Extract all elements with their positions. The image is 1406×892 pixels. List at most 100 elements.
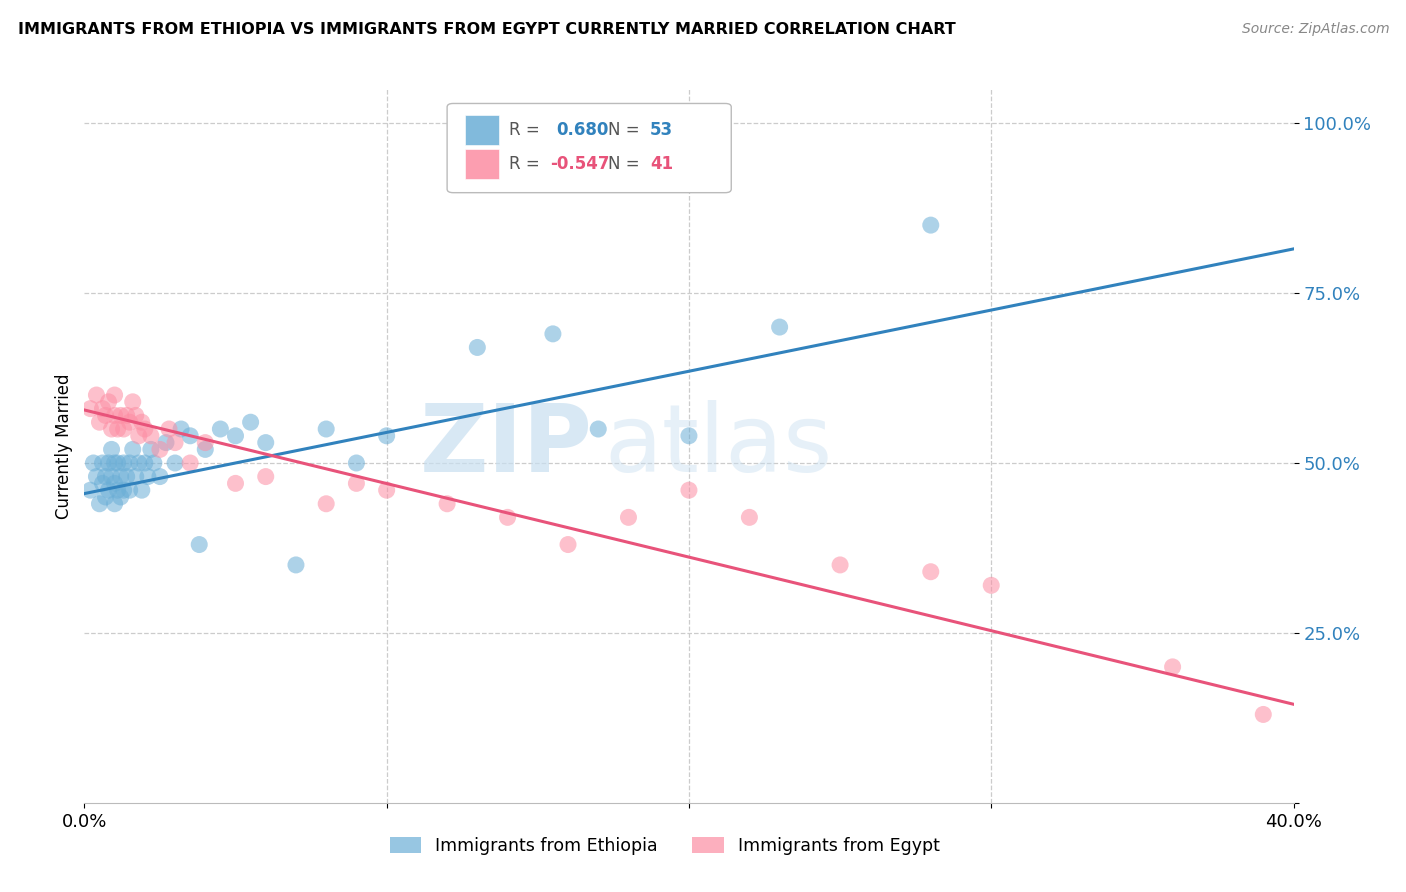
Point (128, 456, 150, 470)
Point (170, 422, 193, 436)
Point (118, 415, 141, 429)
Point (134, 456, 156, 470)
Point (79, 483, 101, 498)
Text: -0.547: -0.547 (550, 155, 609, 173)
Point (920, 218, 942, 232)
Point (1161, 660, 1184, 674)
Point (82, 456, 104, 470)
Point (254, 435, 277, 450)
Point (107, 422, 129, 436)
Point (209, 422, 232, 436)
Point (617, 510, 640, 524)
Point (769, 320, 792, 334)
Point (118, 483, 141, 498)
Text: 41: 41 (650, 155, 673, 173)
Point (157, 422, 180, 436)
Point (165, 456, 187, 470)
Point (112, 456, 135, 470)
Point (118, 456, 141, 470)
Point (121, 394, 143, 409)
Point (155, 435, 177, 450)
Point (165, 435, 187, 450)
Point (112, 483, 135, 498)
Text: Source: ZipAtlas.com: Source: ZipAtlas.com (1241, 22, 1389, 37)
Point (89, 497, 111, 511)
Point (86, 388, 108, 402)
Legend: Immigrants from Ethiopia, Immigrants from Egypt: Immigrants from Ethiopia, Immigrants fro… (382, 830, 946, 862)
Point (86, 469, 108, 483)
Point (100, 422, 122, 436)
Point (94, 490, 117, 504)
Point (254, 469, 277, 483)
Point (738, 510, 761, 524)
Point (94, 469, 117, 483)
FancyBboxPatch shape (465, 149, 499, 179)
Point (131, 415, 153, 429)
Point (139, 429, 162, 443)
Point (285, 558, 308, 572)
Point (104, 456, 127, 470)
Point (134, 422, 156, 436)
Point (121, 442, 143, 457)
Point (115, 469, 138, 483)
Point (107, 456, 129, 470)
Point (110, 409, 132, 423)
Point (97, 394, 120, 409)
Point (436, 497, 458, 511)
Point (131, 483, 153, 498)
Point (149, 442, 172, 457)
Point (91, 456, 114, 470)
Point (104, 409, 127, 423)
Point (100, 469, 122, 483)
Point (149, 469, 172, 483)
Point (225, 429, 247, 443)
Text: N =: N = (607, 155, 645, 173)
Point (136, 469, 159, 483)
Y-axis label: Currently Married: Currently Married (55, 373, 73, 519)
Point (375, 429, 398, 443)
Point (588, 422, 610, 436)
Point (104, 388, 127, 402)
Point (104, 497, 127, 511)
Point (346, 456, 368, 470)
Point (346, 476, 368, 491)
Point (89, 415, 111, 429)
Point (125, 409, 148, 423)
Text: 0.680: 0.680 (555, 121, 609, 139)
Point (115, 409, 138, 423)
Point (110, 469, 132, 483)
Text: N =: N = (607, 121, 645, 139)
Point (97, 483, 120, 498)
Point (112, 422, 135, 436)
Point (104, 476, 127, 491)
Point (107, 483, 129, 498)
Point (139, 442, 162, 457)
Point (541, 326, 564, 341)
Text: 53: 53 (650, 121, 673, 139)
Point (467, 341, 489, 355)
Point (179, 456, 201, 470)
Point (128, 429, 150, 443)
Text: R =: R = (509, 121, 544, 139)
Point (678, 483, 700, 498)
Point (91, 401, 114, 416)
FancyBboxPatch shape (465, 115, 499, 145)
Point (194, 442, 217, 457)
Point (920, 565, 942, 579)
Point (980, 578, 1002, 592)
Point (142, 456, 165, 470)
Point (100, 442, 122, 457)
Point (496, 510, 519, 524)
Point (194, 435, 217, 450)
Point (188, 537, 211, 551)
Point (225, 476, 247, 491)
Point (239, 415, 262, 429)
Point (110, 490, 132, 504)
Text: atlas: atlas (605, 400, 832, 492)
Text: IMMIGRANTS FROM ETHIOPIA VS IMMIGRANTS FROM EGYPT CURRENTLY MARRIED CORRELATION : IMMIGRANTS FROM ETHIOPIA VS IMMIGRANTS F… (18, 22, 956, 37)
Point (315, 422, 337, 436)
Point (179, 429, 201, 443)
Point (315, 497, 337, 511)
Point (830, 558, 852, 572)
Point (91, 476, 114, 491)
